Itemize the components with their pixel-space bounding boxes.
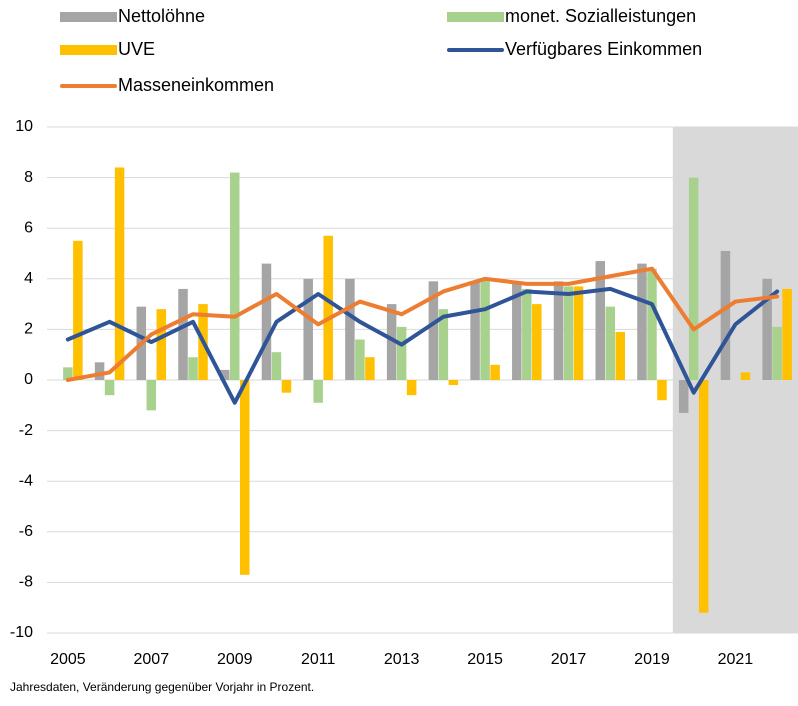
bar xyxy=(490,364,500,380)
bar xyxy=(512,281,522,380)
bar xyxy=(230,172,240,380)
bar xyxy=(595,261,605,380)
y-tick-label: -8 xyxy=(19,574,33,591)
bar xyxy=(178,288,188,380)
bar xyxy=(156,309,167,380)
legend-label: UVE xyxy=(118,39,155,59)
bar xyxy=(573,286,584,380)
bar xyxy=(146,380,157,411)
y-tick-label: 2 xyxy=(24,321,33,338)
bar xyxy=(428,281,439,380)
bar xyxy=(563,286,574,380)
bar xyxy=(532,304,542,380)
bar xyxy=(386,304,397,380)
x-tick-label: 2017 xyxy=(551,651,587,668)
y-tick-label: -10 xyxy=(10,624,33,641)
bar xyxy=(365,357,375,380)
x-tick-label: 2015 xyxy=(467,651,503,668)
bar xyxy=(94,362,105,380)
legend-label: Nettolöhne xyxy=(118,6,205,26)
bar xyxy=(480,278,490,380)
bar xyxy=(698,380,709,613)
y-tick-label: 8 xyxy=(24,169,33,186)
bar xyxy=(281,380,292,393)
bar xyxy=(303,278,313,380)
x-tick-label: 2021 xyxy=(718,651,754,668)
bar xyxy=(615,331,625,380)
legend-label: Masseneinkommen xyxy=(118,75,274,95)
y-tick-label: -4 xyxy=(19,472,33,489)
bar xyxy=(220,369,230,380)
bar xyxy=(720,250,731,380)
legend-swatch xyxy=(60,45,117,55)
bar xyxy=(406,380,417,396)
x-tick-label: 2007 xyxy=(134,651,170,668)
bar xyxy=(522,288,532,380)
x-tick-label: 2013 xyxy=(384,651,420,668)
bar xyxy=(63,367,73,380)
bar xyxy=(678,380,689,413)
bar xyxy=(688,177,699,380)
y-tick-label: 0 xyxy=(24,371,33,388)
bar xyxy=(553,281,564,380)
bar xyxy=(104,380,115,396)
bar xyxy=(605,306,615,380)
bar xyxy=(355,339,365,380)
y-tick-label: 6 xyxy=(24,219,33,236)
bar xyxy=(438,309,449,380)
line xyxy=(65,286,780,405)
bar xyxy=(772,326,782,380)
bar xyxy=(323,235,333,380)
bar xyxy=(470,281,480,380)
bar xyxy=(448,380,459,386)
bar xyxy=(782,288,792,380)
legend-label: Verfügbares Einkommen xyxy=(505,39,702,59)
bar xyxy=(261,263,272,380)
bar xyxy=(657,380,667,401)
x-tick-label: 2009 xyxy=(217,651,253,668)
legend-label: monet. Sozialleistungen xyxy=(505,6,696,26)
y-tick-label: 10 xyxy=(15,118,33,135)
bar xyxy=(114,167,125,380)
bar xyxy=(271,352,282,380)
bar xyxy=(345,278,355,380)
legend-swatch xyxy=(447,12,504,22)
bar xyxy=(647,268,657,380)
note: Jahresdaten, Veränderung gegenüber Vorja… xyxy=(10,680,314,694)
bar xyxy=(740,372,751,380)
x-tick-label: 2011 xyxy=(301,651,336,668)
bar xyxy=(396,326,407,380)
bar xyxy=(73,240,83,380)
bar xyxy=(762,278,772,380)
x-tick-label: 2005 xyxy=(50,651,86,668)
bar xyxy=(188,357,198,380)
line xyxy=(65,266,780,382)
bar xyxy=(240,380,250,575)
bar xyxy=(313,380,323,403)
y-tick-label: -6 xyxy=(19,523,33,540)
y-tick-label: 4 xyxy=(24,270,33,287)
bar xyxy=(637,263,647,380)
x-tick-label: 2019 xyxy=(634,651,670,668)
y-tick-label: -2 xyxy=(19,422,33,439)
legend-swatch xyxy=(60,12,117,22)
